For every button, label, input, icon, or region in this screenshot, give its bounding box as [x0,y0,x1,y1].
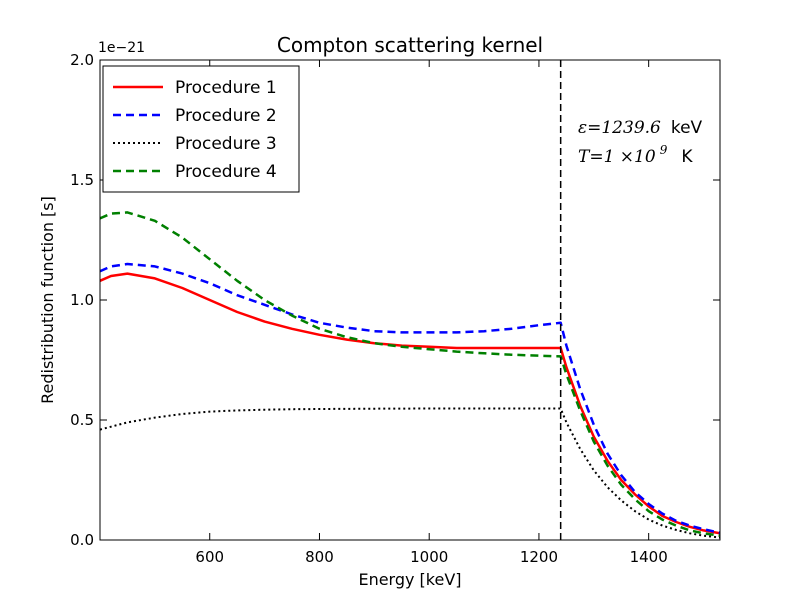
series-line-procedure-2 [100,262,720,535]
y-tick-label: 0.5 [70,411,94,429]
x-tick-label: 1000 [410,548,448,566]
y-tick-label: 0.0 [70,531,94,549]
series-line-procedure-1 [100,272,720,535]
legend: Procedure 1 Procedure 2 Procedure 3 Procedu… [102,65,300,193]
legend-label-procedure-4: Procedure 4 [175,162,277,182]
series-line-procedure-4 [100,211,720,537]
annotation-line-2: T=1 ×10 9 K [578,141,693,167]
axis-ticks-group: 600 800 1000 1200 1400 0.0 0.5 1.0 1.5 2.0 [70,51,720,566]
x-tick-label: 1200 [520,548,558,566]
annotation-temp-math: T=1 ×10 [578,147,656,167]
annotation-line-1: ε=1239.6 keV [578,118,703,138]
y-tick-label: 1.0 [70,291,94,309]
x-tick-label: 600 [195,548,224,566]
annotation-block: ε=1239.6 keV T=1 ×10 9 K [578,118,703,167]
annotation-energy-unit: keV [671,118,703,138]
y-axis-offset-label: 1e−21 [98,40,145,56]
x-axis-label: Energy [keV] [358,570,461,589]
y-tick-label: 1.5 [70,171,94,189]
annotation-energy-math: ε=1239.6 [578,118,661,138]
x-tick-label: 1400 [630,548,668,566]
y-axis-label: Redistribution function [s] [38,196,57,404]
annotation-temp-unit: K [681,147,693,167]
annotation-temp-exp: 9 [660,143,668,157]
x-tick-label: 800 [305,548,334,566]
plot-series-group [100,211,720,539]
chart-title: Compton scattering kernel [277,33,543,57]
y-tick-label: 2.0 [70,51,94,69]
legend-label-procedure-2: Procedure 2 [175,106,277,126]
legend-label-procedure-3: Procedure 3 [175,134,277,154]
legend-label-procedure-1: Procedure 1 [175,78,277,98]
series-line-procedure-3 [100,407,720,539]
